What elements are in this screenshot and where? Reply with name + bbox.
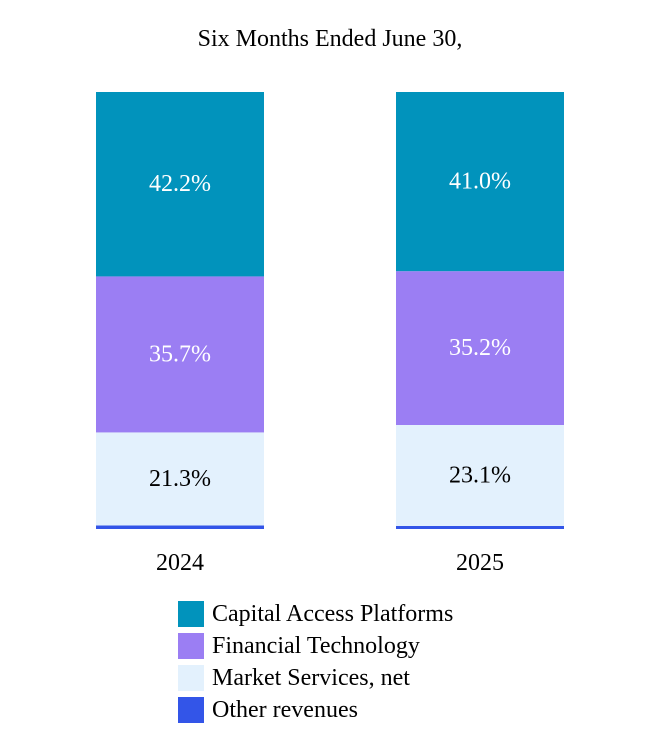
- x-tick-label-2025: 2025: [456, 550, 504, 576]
- legend-swatch: [178, 601, 204, 627]
- data-label-market-services-net-2025: 23.1%: [449, 462, 511, 488]
- data-label-capital-access-platforms-2025: 41.0%: [449, 169, 511, 195]
- data-label-financial-technology-2024: 35.7%: [149, 341, 211, 367]
- legend-swatch: [178, 633, 204, 659]
- bar-segment-capital-access-platforms-2024: [96, 92, 264, 277]
- bar-segment-market-services-net-2024: [96, 432, 264, 526]
- legend-item: Capital Access Platforms: [178, 598, 453, 630]
- bar-segment-other-revenues-2024: [96, 525, 264, 529]
- bar-segment-financial-technology-2025: [396, 271, 564, 425]
- data-label-financial-technology-2025: 35.2%: [449, 335, 511, 361]
- data-label-capital-access-platforms-2024: 42.2%: [149, 171, 211, 197]
- legend-label: Other revenues: [212, 696, 358, 723]
- legend-item: Financial Technology: [178, 630, 453, 662]
- legend-swatch: [178, 665, 204, 691]
- bar-segment-other-revenues-2025: [396, 525, 564, 529]
- legend: Capital Access Platforms Financial Techno…: [178, 598, 453, 726]
- bar-segment-financial-technology-2024: [96, 276, 264, 433]
- legend-swatch: [178, 697, 204, 723]
- legend-label: Market Services, net: [212, 664, 410, 691]
- legend-label: Capital Access Platforms: [212, 600, 454, 627]
- legend-item: Other revenues: [178, 694, 453, 726]
- legend-label: Financial Technology: [212, 632, 420, 659]
- x-tick-label-2024: 2024: [156, 550, 204, 576]
- bar-segment-capital-access-platforms-2025: [396, 92, 564, 272]
- legend-item: Market Services, net: [178, 662, 453, 694]
- bar-segment-market-services-net-2025: [396, 424, 564, 526]
- chart-title: Six Months Ended June 30,: [197, 26, 463, 52]
- data-label-market-services-net-2024: 21.3%: [149, 466, 211, 492]
